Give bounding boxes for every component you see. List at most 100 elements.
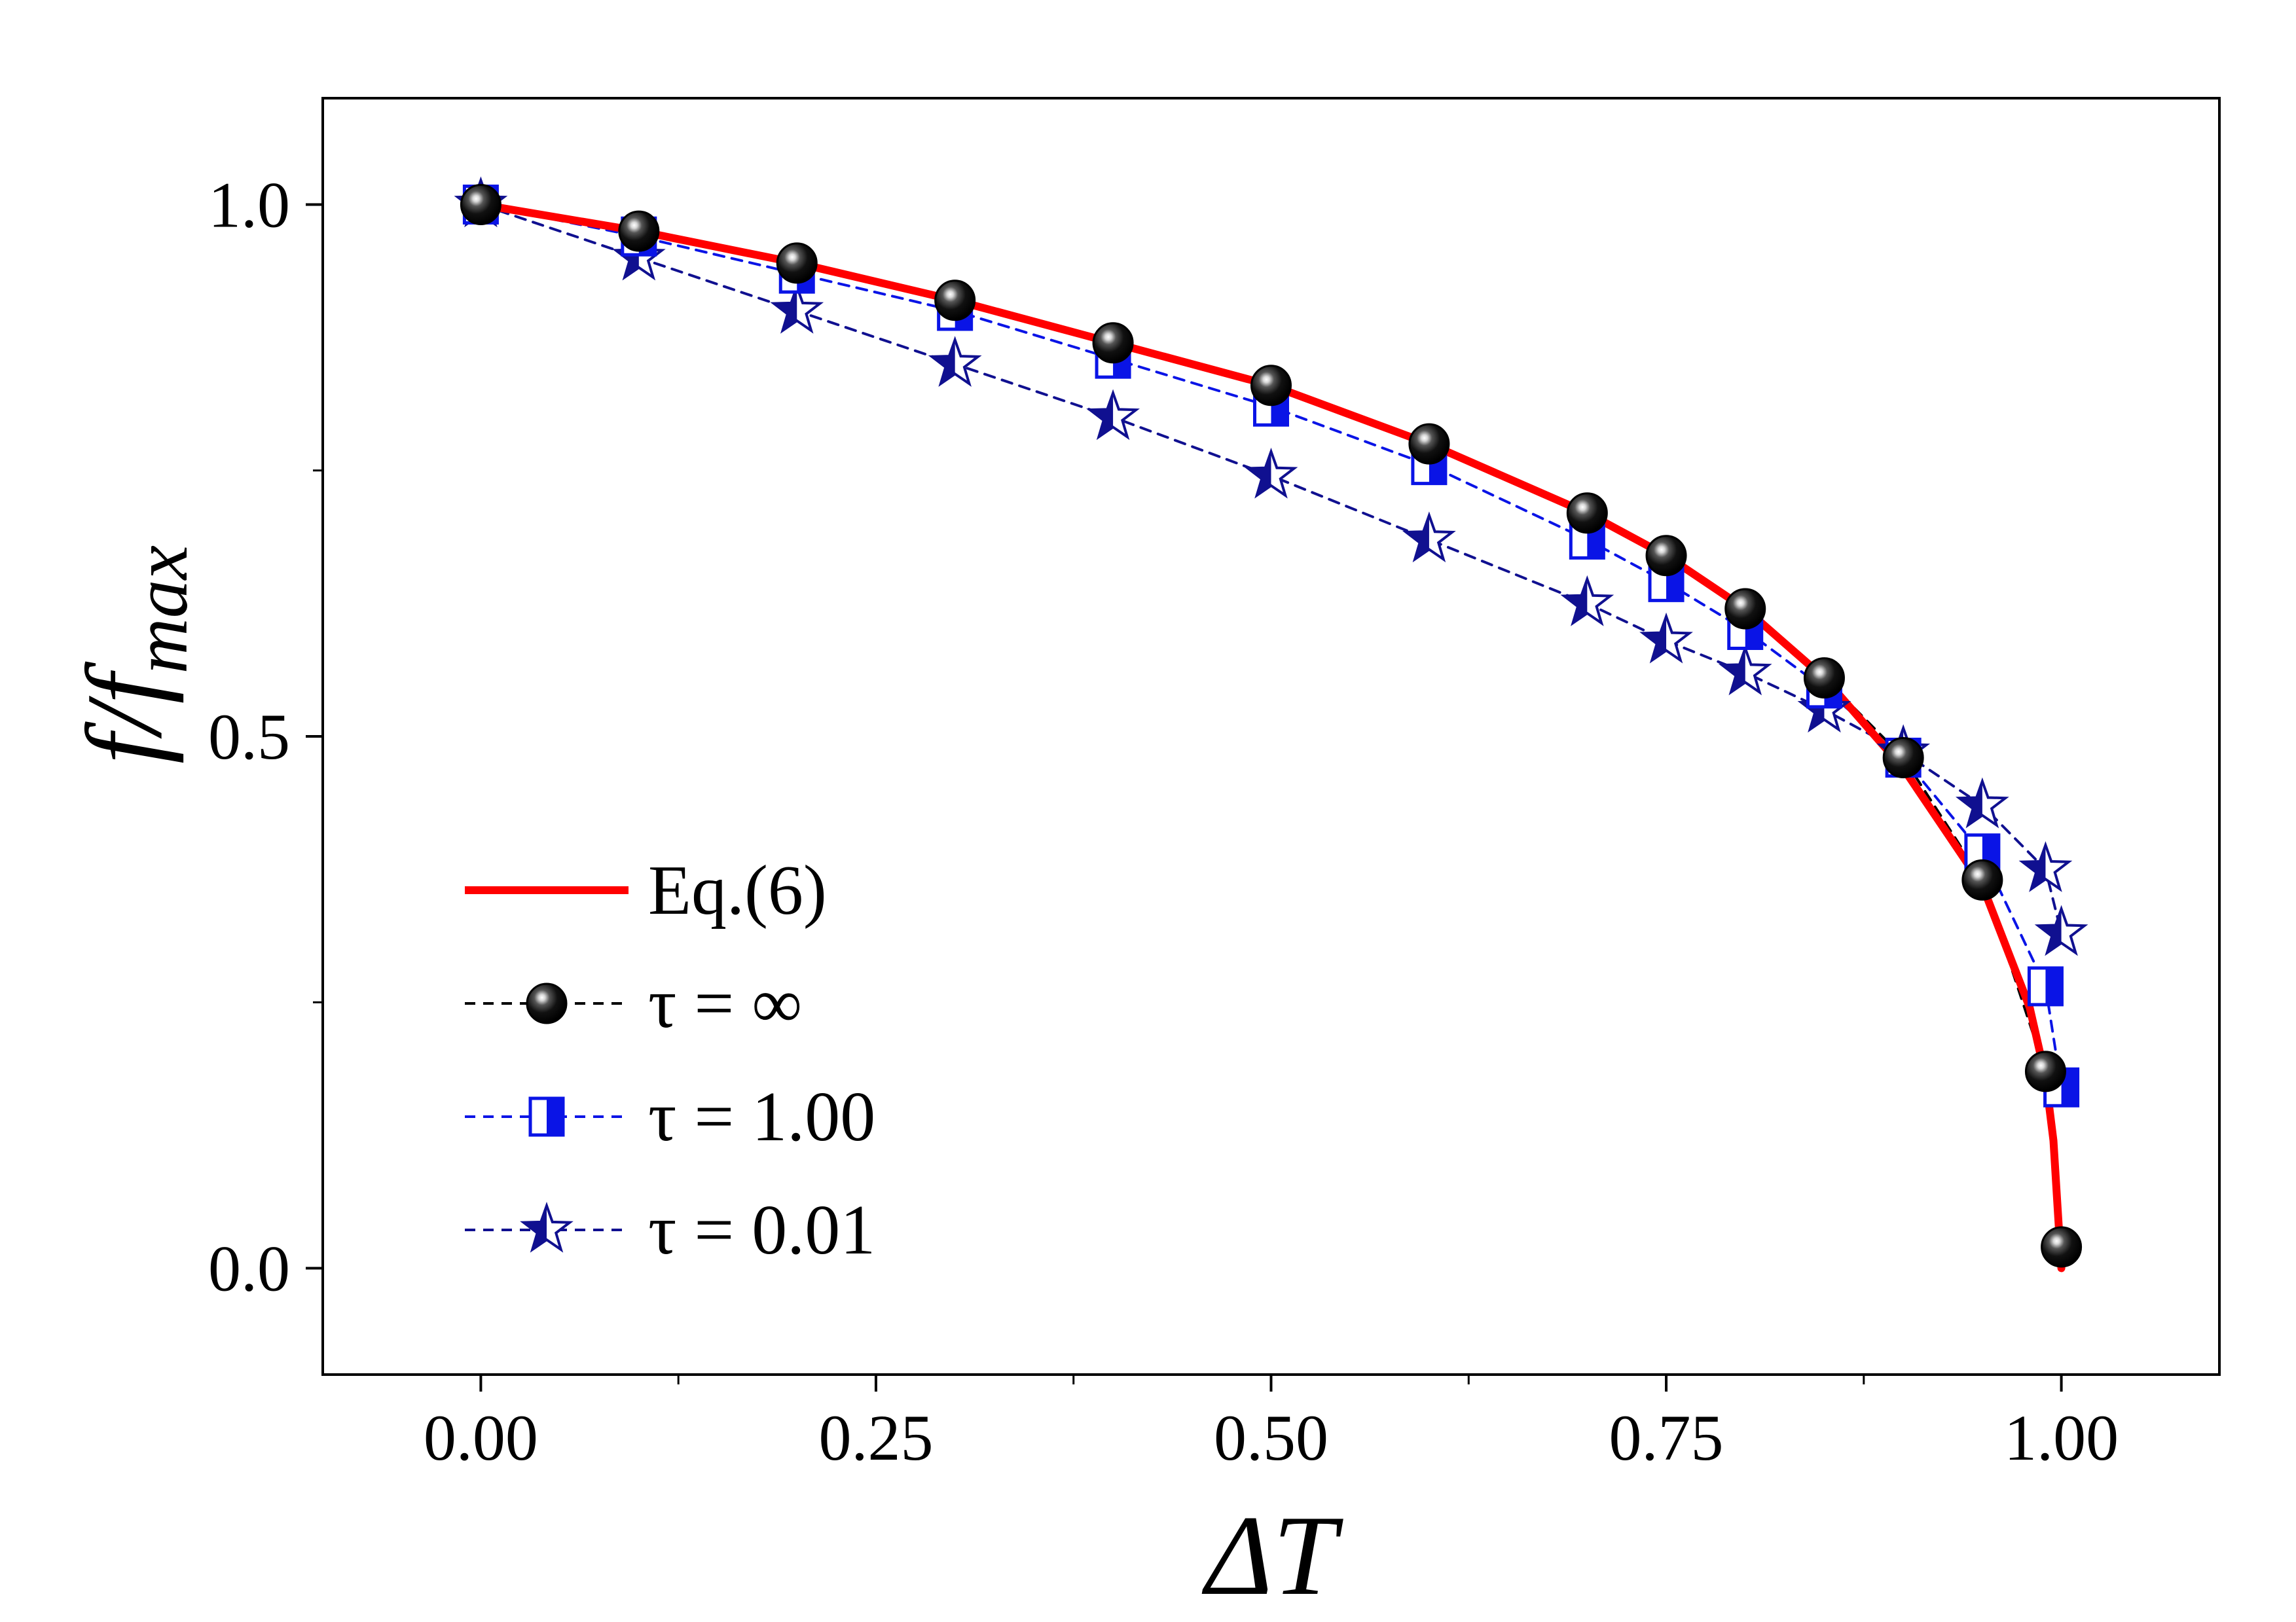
y-axis-title-main: f/f bbox=[64, 661, 184, 764]
star-base bbox=[2038, 909, 2085, 953]
data-point-series-1 bbox=[776, 242, 818, 284]
star-left-half bbox=[1564, 579, 1588, 623]
data-point-series-3 bbox=[1955, 777, 2009, 829]
sphere-fill bbox=[1724, 588, 1766, 630]
x-axis-title: ΔT bbox=[1201, 1492, 1343, 1619]
y-tick-label: 0.0 bbox=[208, 1233, 290, 1305]
star-outline bbox=[1244, 447, 1298, 499]
data-point-series-3 bbox=[928, 336, 982, 387]
square-outline bbox=[2027, 966, 2064, 1007]
sphere-fill bbox=[1092, 322, 1134, 364]
data-point-series-1 bbox=[1408, 423, 1450, 465]
y-axis-title-subscript: max bbox=[118, 545, 204, 674]
star-left-half bbox=[1959, 781, 1982, 825]
star-left-half bbox=[2022, 845, 2046, 890]
data-point-series-1 bbox=[1882, 737, 1924, 778]
star-outline bbox=[1402, 511, 1456, 563]
star-left-half bbox=[2038, 909, 2062, 953]
star-outline bbox=[1955, 777, 2009, 829]
sphere-fill bbox=[618, 210, 660, 252]
star-left-half bbox=[1643, 616, 1667, 660]
star-left-half bbox=[1248, 451, 1271, 496]
data-point-series-2 bbox=[2027, 966, 2064, 1007]
sphere-fill bbox=[460, 184, 501, 225]
data-point-series-3 bbox=[2034, 905, 2088, 956]
sphere-fill bbox=[776, 242, 818, 284]
y-axis-title: f/fmax bbox=[64, 545, 204, 764]
sphere-fill bbox=[2024, 1051, 2066, 1092]
legend-item-1: τ = ∞ bbox=[465, 965, 802, 1043]
data-point-series-3 bbox=[1086, 389, 1140, 441]
y-tick-label: 1.0 bbox=[208, 169, 290, 242]
data-point-series-1 bbox=[934, 279, 976, 321]
star-outline bbox=[520, 1202, 574, 1253]
sphere-fill bbox=[526, 982, 568, 1024]
star-outline bbox=[1086, 389, 1140, 441]
y-tick-label: 0.5 bbox=[208, 700, 290, 773]
star-left-half bbox=[1722, 648, 1745, 693]
sphere-fill bbox=[1882, 737, 1924, 778]
data-point-series-1 bbox=[1092, 322, 1134, 364]
square-outline bbox=[528, 1096, 565, 1137]
star-outline bbox=[2018, 841, 2073, 892]
plot-series bbox=[454, 176, 2088, 1272]
legend-marker-3 bbox=[520, 1202, 574, 1253]
data-point-series-3 bbox=[1560, 575, 1614, 626]
x-tick-label: 0.00 bbox=[424, 1401, 538, 1474]
star-left-half bbox=[932, 340, 955, 384]
legend-marker-2 bbox=[528, 1096, 565, 1137]
data-point-series-1 bbox=[2041, 1226, 2083, 1268]
data-point-series-3 bbox=[770, 283, 824, 334]
data-point-series-3 bbox=[1718, 644, 1772, 696]
legend-label-2: τ = 1.00 bbox=[648, 1078, 875, 1156]
x-tick-label: 0.25 bbox=[818, 1401, 933, 1474]
sphere-fill bbox=[1803, 657, 1845, 699]
sphere-fill bbox=[1250, 365, 1292, 406]
legend: Eq.(6) τ = ∞ τ = 1.00 τ = 0.01 bbox=[465, 852, 875, 1269]
star-outline bbox=[1718, 644, 1772, 696]
data-point-series-1 bbox=[1724, 588, 1766, 630]
star-left-half bbox=[1406, 515, 1429, 560]
x-tick-label: 0.75 bbox=[1609, 1401, 1724, 1474]
series-line-3 bbox=[479, 203, 2063, 935]
legend-marker-1 bbox=[526, 982, 568, 1024]
star-left-half bbox=[523, 1206, 547, 1250]
square-right-half bbox=[547, 1098, 563, 1135]
plot-frame bbox=[321, 97, 2221, 1376]
data-point-series-1 bbox=[1566, 492, 1608, 534]
legend-label-3: τ = 0.01 bbox=[648, 1191, 875, 1269]
star-outline bbox=[770, 283, 824, 334]
data-point-series-1 bbox=[2024, 1051, 2066, 1092]
sphere-fill bbox=[1961, 859, 2003, 901]
legend-label-1: τ = ∞ bbox=[648, 965, 802, 1043]
star-left-half bbox=[774, 287, 797, 331]
axes: 0.00 0.25 0.50 0.75 1.00 0.0 0.5 1.0 ΔT f/fmax bbox=[64, 97, 2221, 1619]
x-tick-label: 0.50 bbox=[1214, 1401, 1328, 1474]
legend-label-0: Eq.(6) bbox=[648, 852, 827, 929]
data-point-series-1 bbox=[1961, 859, 2003, 901]
data-point-series-3 bbox=[1244, 447, 1298, 499]
star-left-half bbox=[1089, 393, 1114, 437]
sphere-fill bbox=[2041, 1226, 2083, 1268]
legend-item-0: Eq.(6) bbox=[465, 852, 827, 929]
data-point-series-1 bbox=[1645, 535, 1687, 577]
data-point-series-1 bbox=[1250, 365, 1292, 406]
star-outline bbox=[1639, 612, 1693, 664]
legend-item-3: τ = 0.01 bbox=[465, 1191, 875, 1269]
data-point-series-3 bbox=[2018, 841, 2073, 892]
star-outline bbox=[928, 336, 982, 387]
series-line-2 bbox=[479, 203, 2063, 1089]
star-outline bbox=[1560, 575, 1614, 626]
data-point-series-3 bbox=[1402, 511, 1456, 563]
square-right-half bbox=[2045, 967, 2062, 1005]
star-base bbox=[1564, 579, 1611, 623]
data-point-series-1 bbox=[618, 210, 660, 252]
sphere-fill bbox=[934, 279, 976, 321]
data-point-series-1 bbox=[460, 184, 501, 225]
star-outline bbox=[2034, 905, 2088, 956]
sphere-fill bbox=[1645, 535, 1687, 577]
sphere-fill bbox=[1408, 423, 1450, 465]
legend-item-2: τ = 1.00 bbox=[465, 1078, 875, 1156]
x-tick-label: 1.00 bbox=[2004, 1401, 2119, 1474]
